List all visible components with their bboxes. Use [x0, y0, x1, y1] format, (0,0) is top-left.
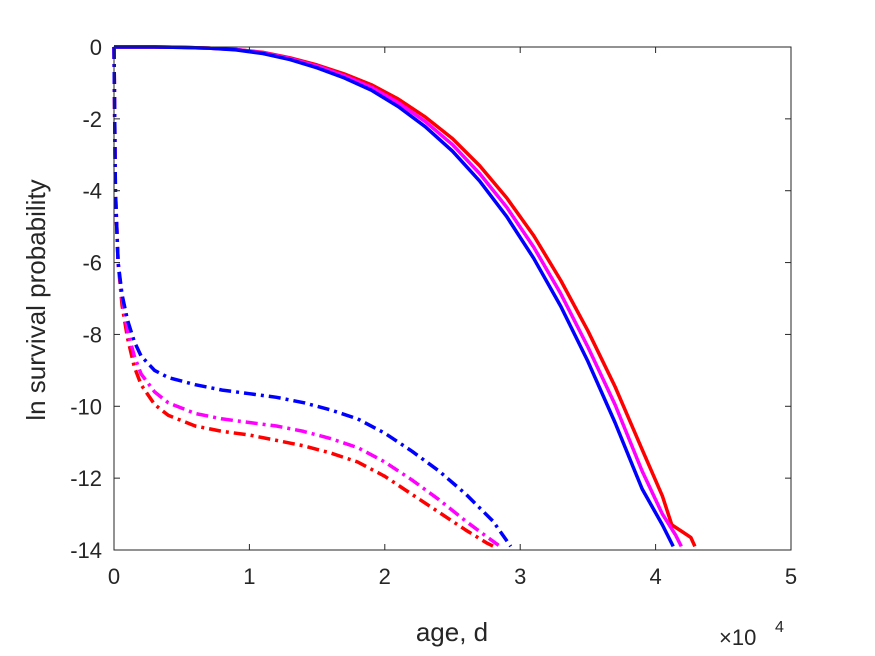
y-axis-label: ln survival probability — [21, 179, 51, 420]
x-tick-label: 0 — [108, 564, 120, 589]
series-layer — [112, 45, 697, 550]
y-tick-label: -4 — [82, 179, 102, 204]
series-line-6 — [112, 46, 513, 548]
x-tick-label: 4 — [649, 564, 661, 589]
y-tick-label: -8 — [82, 322, 102, 347]
x-multiplier-exponent: 4 — [775, 619, 784, 636]
plot-background — [114, 47, 791, 550]
axes-box — [113, 46, 792, 551]
x-tick-label: 1 — [243, 564, 255, 589]
x-axis: 0 1 2 3 4 5 — [108, 47, 797, 589]
y-tick-label: -6 — [82, 251, 102, 276]
y-tick-label: 0 — [90, 35, 102, 60]
series-line-3 — [114, 45, 675, 548]
x-multiplier: ×10 4 — [719, 619, 784, 650]
y-tick-label: -2 — [82, 107, 102, 132]
y-axis: 0 -2 -4 -6 -8 -10 -12 -14 — [70, 35, 791, 563]
plot-area — [112, 45, 792, 551]
y-tick-label: -12 — [70, 466, 102, 491]
x-axis-label: age, d — [416, 617, 488, 647]
y-tick-label: -14 — [70, 538, 102, 563]
x-tick-label: 5 — [785, 564, 797, 589]
x-tick-label: 2 — [379, 564, 391, 589]
y-tick-label: -10 — [70, 394, 102, 419]
x-tick-label: 3 — [514, 564, 526, 589]
x-multiplier-base: ×10 — [719, 625, 756, 650]
